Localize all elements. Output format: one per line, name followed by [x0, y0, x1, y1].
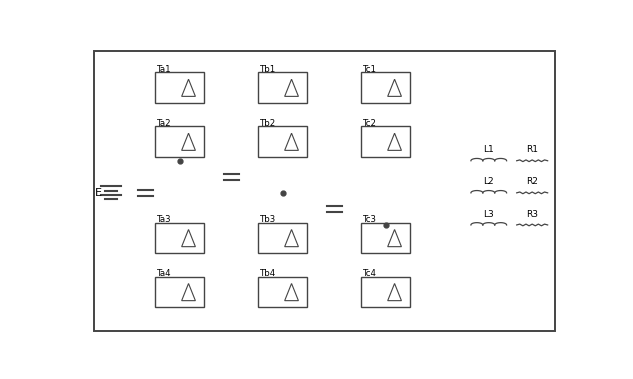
- Bar: [361, 127, 410, 157]
- Polygon shape: [387, 230, 401, 247]
- Bar: [361, 72, 410, 103]
- Text: L1: L1: [484, 145, 494, 154]
- Text: R3: R3: [526, 210, 538, 219]
- Polygon shape: [285, 79, 298, 96]
- Text: Tc4: Tc4: [363, 269, 377, 278]
- Bar: [361, 223, 410, 254]
- Text: Tc3: Tc3: [363, 215, 377, 224]
- Text: R2: R2: [526, 177, 538, 186]
- Bar: [155, 72, 204, 103]
- Polygon shape: [285, 133, 298, 150]
- Bar: [258, 223, 307, 254]
- Polygon shape: [285, 283, 298, 301]
- Bar: [361, 277, 410, 307]
- Text: Tb3: Tb3: [260, 215, 276, 224]
- Text: Ta3: Ta3: [156, 215, 172, 224]
- Polygon shape: [387, 283, 401, 301]
- Bar: [258, 127, 307, 157]
- Polygon shape: [387, 79, 401, 96]
- Polygon shape: [182, 79, 196, 96]
- Text: Ta2: Ta2: [156, 119, 172, 128]
- Polygon shape: [387, 133, 401, 150]
- Polygon shape: [182, 133, 196, 150]
- Text: L2: L2: [484, 177, 494, 186]
- Text: Ta4: Ta4: [156, 269, 172, 278]
- Text: R1: R1: [526, 145, 538, 154]
- Polygon shape: [285, 230, 298, 247]
- Text: Tb4: Tb4: [260, 269, 276, 278]
- Polygon shape: [182, 230, 196, 247]
- Text: E: E: [95, 188, 102, 198]
- Text: Tc2: Tc2: [363, 119, 377, 128]
- Bar: [155, 277, 204, 307]
- Text: Tc1: Tc1: [363, 65, 377, 74]
- Bar: [258, 72, 307, 103]
- Polygon shape: [182, 283, 196, 301]
- Bar: [258, 277, 307, 307]
- Bar: [155, 223, 204, 254]
- Text: L3: L3: [484, 210, 494, 219]
- Text: Ta1: Ta1: [156, 65, 172, 74]
- Text: Tb1: Tb1: [260, 65, 276, 74]
- Text: Tb2: Tb2: [260, 119, 276, 128]
- Bar: [155, 127, 204, 157]
